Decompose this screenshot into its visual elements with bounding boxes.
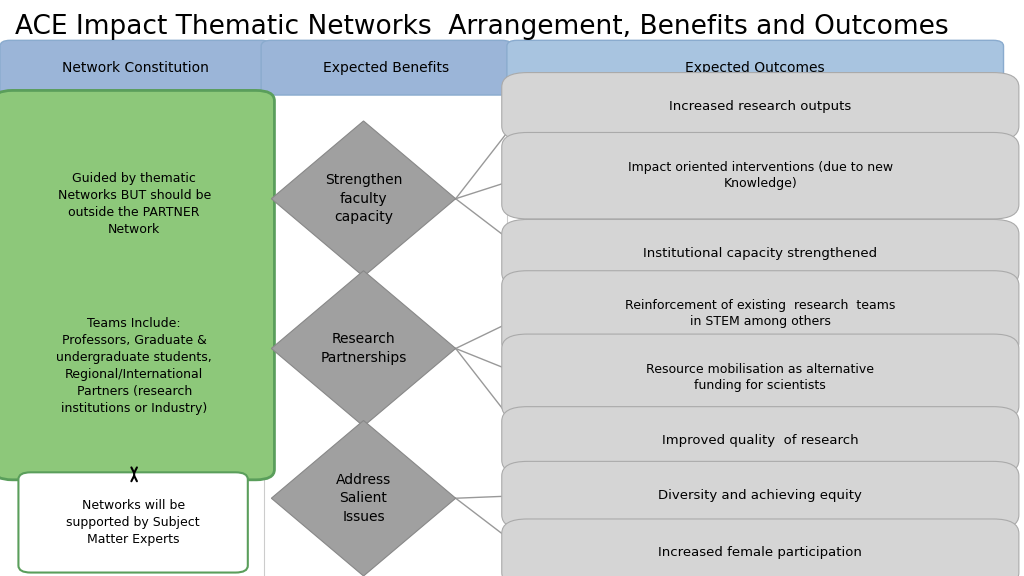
Text: Increased research outputs: Increased research outputs — [670, 100, 851, 113]
Text: Improved quality  of research: Improved quality of research — [662, 434, 859, 447]
FancyBboxPatch shape — [507, 40, 1004, 95]
Text: Research
Partnerships: Research Partnerships — [321, 332, 407, 365]
FancyBboxPatch shape — [502, 73, 1019, 141]
Text: Expected Outcomes: Expected Outcomes — [685, 60, 825, 75]
Text: Impact oriented interventions (due to new
Knowledge): Impact oriented interventions (due to ne… — [628, 161, 893, 190]
FancyBboxPatch shape — [502, 407, 1019, 475]
FancyBboxPatch shape — [502, 132, 1019, 219]
Text: Guided by thematic
Networks BUT should be
outside the PARTNER
Network: Guided by thematic Networks BUT should b… — [57, 172, 211, 236]
Text: Expected Benefits: Expected Benefits — [324, 60, 450, 75]
Text: Resource mobilisation as alternative
funding for scientists: Resource mobilisation as alternative fun… — [646, 363, 874, 392]
Text: Network Constitution: Network Constitution — [62, 60, 209, 75]
Text: Institutional capacity strengthened: Institutional capacity strengthened — [643, 247, 878, 260]
FancyBboxPatch shape — [0, 40, 271, 95]
FancyBboxPatch shape — [502, 219, 1019, 287]
FancyBboxPatch shape — [261, 40, 512, 95]
Text: Networks will be
supported by Subject
Matter Experts: Networks will be supported by Subject Ma… — [67, 499, 200, 546]
FancyBboxPatch shape — [502, 461, 1019, 529]
Text: Diversity and achieving equity: Diversity and achieving equity — [658, 489, 862, 502]
Text: ACE Impact Thematic Networks  Arrangement, Benefits and Outcomes: ACE Impact Thematic Networks Arrangement… — [15, 14, 949, 40]
FancyBboxPatch shape — [502, 334, 1019, 420]
Text: Reinforcement of existing  research  teams
in STEM among others: Reinforcement of existing research teams… — [625, 300, 896, 328]
Polygon shape — [271, 121, 456, 276]
FancyBboxPatch shape — [502, 271, 1019, 357]
Polygon shape — [271, 271, 456, 426]
Text: Strengthen
faculty
capacity: Strengthen faculty capacity — [325, 173, 402, 224]
Text: Address
Salient
Issues: Address Salient Issues — [336, 473, 391, 524]
FancyBboxPatch shape — [502, 519, 1019, 576]
Text: Teams Include:
Professors, Graduate &
undergraduate students,
Regional/Internati: Teams Include: Professors, Graduate & un… — [56, 317, 212, 415]
Text: Increased female participation: Increased female participation — [658, 547, 862, 559]
FancyBboxPatch shape — [0, 90, 274, 480]
Polygon shape — [271, 420, 456, 576]
FancyBboxPatch shape — [18, 472, 248, 573]
